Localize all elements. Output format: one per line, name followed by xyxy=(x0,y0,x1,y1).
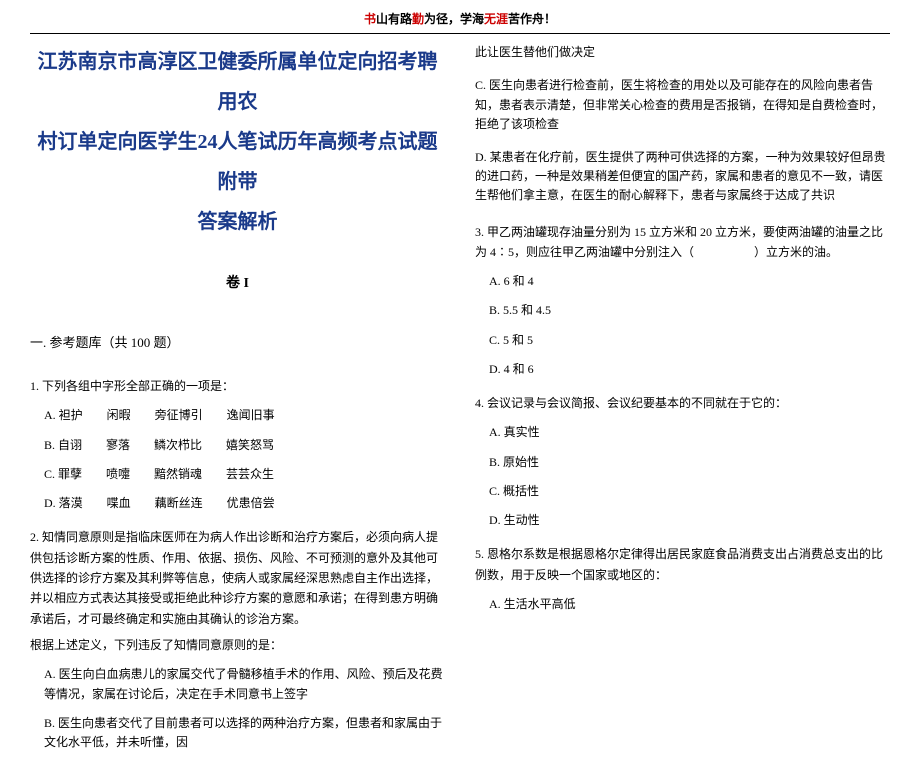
motto-r1: 书 xyxy=(364,12,376,26)
q3-opt-a: A. 6 和 4 xyxy=(489,272,890,291)
q3-opt-c: C. 5 和 5 xyxy=(489,331,890,350)
q4-opt-b: B. 原始性 xyxy=(489,453,890,472)
header-rule xyxy=(30,33,890,34)
q5-opt-a: A. 生活水平高低 xyxy=(489,595,890,614)
motto-b2: 为径，学海 xyxy=(424,12,484,26)
section-heading: 一. 参考题库（共 100 题） xyxy=(30,332,445,351)
motto-r2: 勤 xyxy=(412,12,424,26)
q3-opt-d: D. 4 和 6 xyxy=(489,360,890,379)
volume-label: 卷 I xyxy=(30,272,445,292)
q2-opt-c: C. 医生向患者进行检查前，医生将检查的用处以及可能存在的风险向患者告知，患者表… xyxy=(475,76,890,134)
q2-opt-a: A. 医生向白血病患儿的家属交代了骨髓移植手术的作用、风险、预后及花费等情况，家… xyxy=(44,665,445,703)
title-line-2: 村订单定向医学生24人笔试历年高频考点试题附带 xyxy=(30,122,445,202)
q1-opt-c: C. 罪孽 喷嚏 黯然销魂 芸芸众生 xyxy=(44,465,445,484)
q2-opt-b: B. 医生向患者交代了目前患者可以选择的两种治疗方案，但患者和家属由于文化水平低… xyxy=(44,714,445,752)
q2-stem: 2. 知情同意原则是指临床医师在为病人作出诊断和治疗方案后，必须向病人提供包括诊… xyxy=(30,527,445,629)
q4-opt-a: A. 真实性 xyxy=(489,423,890,442)
page-columns: 江苏南京市高淳区卫健委所属单位定向招考聘用农 村订单定向医学生24人笔试历年高频… xyxy=(30,42,890,766)
document-title: 江苏南京市高淳区卫健委所属单位定向招考聘用农 村订单定向医学生24人笔试历年高频… xyxy=(30,42,445,242)
question-3: 3. 甲乙两油罐现存油量分别为 15 立方米和 20 立方米，要使两油罐的油量之… xyxy=(475,222,890,380)
q2-opt-b-cont: 此让医生替他们做决定 xyxy=(475,42,890,62)
motto-r3: 无涯 xyxy=(484,12,508,26)
q2-prompt: 根据上述定义，下列违反了知情同意原则的是： xyxy=(30,635,445,655)
title-line-3: 答案解析 xyxy=(30,202,445,242)
left-column: 江苏南京市高淳区卫健委所属单位定向招考聘用农 村订单定向医学生24人笔试历年高频… xyxy=(30,42,445,766)
right-column: 此让医生替他们做决定 C. 医生向患者进行检查前，医生将检查的用处以及可能存在的… xyxy=(475,42,890,766)
q1-opt-d: D. 落漠 喋血 藕断丝连 优患倍尝 xyxy=(44,494,445,513)
q4-stem: 4. 会议记录与会议简报、会议纪要基本的不同就在于它的： xyxy=(475,393,890,413)
question-1: 1. 下列各组中字形全部正确的一项是： A. 袒护 闲暇 旁征博引 逸闻旧事 B… xyxy=(30,376,445,513)
q5-stem: 5. 恩格尔系数是根据恩格尔定律得出居民家庭食品消费支出占消费总支出的比例数，用… xyxy=(475,544,890,585)
q4-opt-d: D. 生动性 xyxy=(489,511,890,530)
motto-b3: 苦作舟！ xyxy=(508,12,556,26)
question-2: 2. 知情同意原则是指临床医师在为病人作出诊断和治疗方案后，必须向病人提供包括诊… xyxy=(30,527,445,752)
q3-opt-b: B. 5.5 和 4.5 xyxy=(489,301,890,320)
q1-stem: 1. 下列各组中字形全部正确的一项是： xyxy=(30,376,445,396)
motto-b1: 山有路 xyxy=(376,12,412,26)
q3-stem: 3. 甲乙两油罐现存油量分别为 15 立方米和 20 立方米，要使两油罐的油量之… xyxy=(475,222,890,263)
question-4: 4. 会议记录与会议简报、会议纪要基本的不同就在于它的： A. 真实性 B. 原… xyxy=(475,393,890,530)
title-line-1: 江苏南京市高淳区卫健委所属单位定向招考聘用农 xyxy=(30,42,445,122)
header-motto: 书山有路勤为径，学海无涯苦作舟！ xyxy=(30,10,890,27)
q4-opt-c: C. 概括性 xyxy=(489,482,890,501)
q2-opt-d: D. 某患者在化疗前，医生提供了两种可供选择的方案，一种为效果较好但昂贵的进口药… xyxy=(475,148,890,206)
q1-opt-a: A. 袒护 闲暇 旁征博引 逸闻旧事 xyxy=(44,406,445,425)
q1-opt-b: B. 自诩 寥落 鳞次栉比 嬉笑怒骂 xyxy=(44,436,445,455)
question-5: 5. 恩格尔系数是根据恩格尔定律得出居民家庭食品消费支出占消费总支出的比例数，用… xyxy=(475,544,890,614)
